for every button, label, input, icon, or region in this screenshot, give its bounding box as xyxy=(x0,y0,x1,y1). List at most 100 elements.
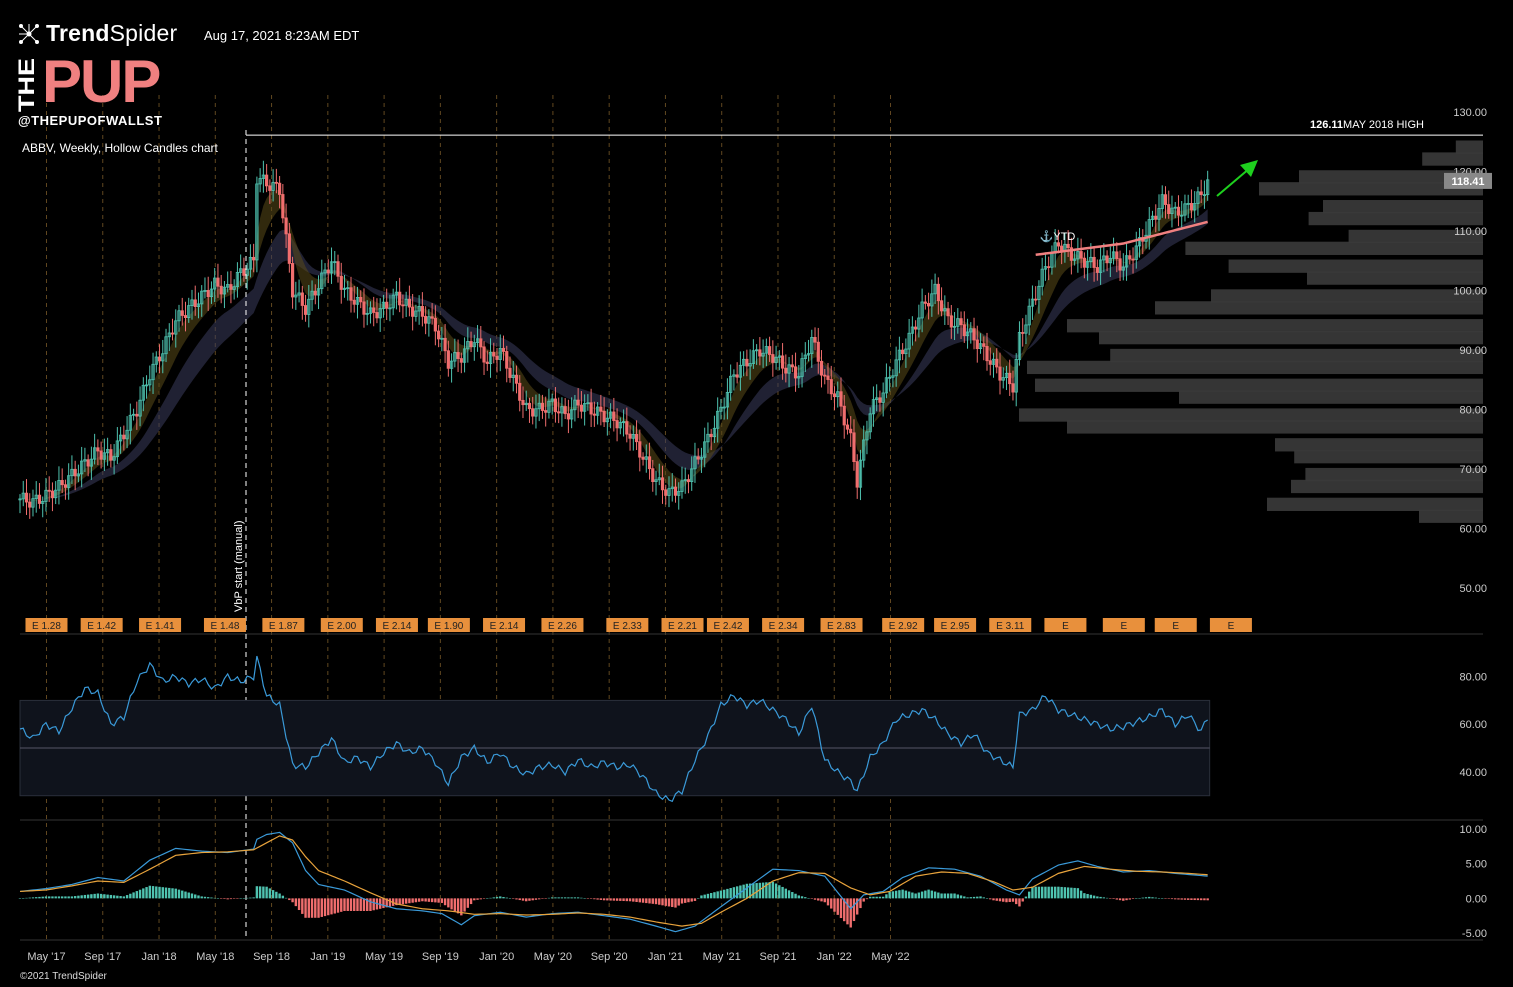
candle-body xyxy=(806,353,811,356)
macd-histogram-bar xyxy=(239,898,242,899)
macd-histogram-bar xyxy=(589,898,593,899)
macd-histogram-bar xyxy=(943,893,947,899)
macd-histogram-bar xyxy=(310,898,314,918)
candle-body xyxy=(242,268,246,276)
macd-histogram-bar xyxy=(787,890,791,899)
earnings-box xyxy=(483,618,526,632)
candle-body xyxy=(196,303,201,308)
candle-body xyxy=(819,360,824,376)
candle-body xyxy=(248,256,252,270)
macd-histogram-bar xyxy=(917,892,921,899)
macd-histogram-bar xyxy=(648,898,651,904)
last-price-badge xyxy=(1444,172,1492,189)
macd-histogram-bar xyxy=(77,895,80,899)
earnings-box xyxy=(320,618,363,632)
candle-body xyxy=(962,324,966,337)
time-tick-label: May '22 xyxy=(871,951,909,963)
macd-histogram-bar xyxy=(580,897,583,899)
time-tick-label: Sep '17 xyxy=(84,951,121,963)
candle-body xyxy=(76,473,81,477)
earnings-label: E xyxy=(1120,621,1127,632)
macd-histogram-bar xyxy=(797,895,800,899)
macd-histogram-bar xyxy=(1050,886,1054,899)
macd-histogram-bar xyxy=(22,898,25,899)
candle-body xyxy=(106,449,110,454)
candle-body xyxy=(1189,203,1194,211)
macd-histogram-bar xyxy=(116,895,119,899)
macd-histogram-bar xyxy=(1083,893,1086,899)
candle-body xyxy=(274,181,278,184)
candle-body xyxy=(553,398,558,413)
rsi-tick-label: 60.00 xyxy=(1459,719,1487,731)
candle-body xyxy=(904,348,908,355)
macd-histogram-bar xyxy=(44,896,48,899)
candle-body xyxy=(647,456,652,470)
macd-histogram-bar xyxy=(411,898,414,903)
candle-body xyxy=(154,356,158,365)
candle-body xyxy=(239,268,243,273)
macd-histogram-bar xyxy=(1099,896,1102,899)
candle-body xyxy=(433,317,437,332)
earnings-label: E 1.28 xyxy=(32,621,61,632)
candle-body xyxy=(982,343,986,347)
macd-histogram-bar xyxy=(674,898,677,908)
macd-histogram-bar xyxy=(1008,898,1011,902)
macd-histogram-bar xyxy=(1031,886,1034,899)
macd-histogram-bar xyxy=(430,898,434,903)
candle-body xyxy=(644,456,648,460)
macd-histogram-bar xyxy=(258,886,262,899)
candle-body xyxy=(131,413,136,416)
macd-histogram-bar xyxy=(638,898,641,903)
candle-body xyxy=(797,376,801,379)
macd-histogram-bar xyxy=(1037,886,1041,899)
price-tick-label: 50.00 xyxy=(1459,583,1487,595)
candle-body xyxy=(550,398,554,402)
macd-histogram-bar xyxy=(1115,898,1119,900)
candle-body xyxy=(219,285,223,295)
macd-histogram-bar xyxy=(794,893,797,899)
macd-histogram-bar xyxy=(826,898,830,906)
candle-body xyxy=(933,283,937,295)
candle-body xyxy=(703,441,707,458)
macd-pane[interactable]: 10.00 5.00 0.00 -5.00 xyxy=(18,824,1487,940)
macd-histogram-bar xyxy=(982,897,985,899)
macd-histogram-bar xyxy=(135,891,139,899)
svg-text:THE: THE xyxy=(18,58,38,112)
candle-body xyxy=(972,328,976,341)
candle-body xyxy=(761,352,765,357)
macd-histogram-bar xyxy=(57,896,61,899)
price-pane[interactable]: ⚓YTD 126.11MAY 2018 HIGH VbP start (manual… xyxy=(18,119,1483,941)
macd-histogram-bar xyxy=(291,898,294,903)
macd-histogram-bar xyxy=(859,898,862,909)
macd-histogram-bar xyxy=(103,894,106,899)
candle-body xyxy=(683,479,687,482)
price-tick-label: 90.00 xyxy=(1459,345,1487,357)
earnings-box xyxy=(203,618,246,632)
macd-histogram-bar xyxy=(515,898,518,900)
candle-body xyxy=(148,379,152,386)
candle-body xyxy=(706,433,710,443)
macd-histogram-bar xyxy=(924,890,927,899)
macd-histogram-bar xyxy=(813,898,817,900)
macd-histogram-bar xyxy=(275,891,278,899)
candle-body xyxy=(300,292,304,306)
macd-histogram-bar xyxy=(609,898,612,901)
earnings-label: E 2.83 xyxy=(827,621,856,632)
earnings-row[interactable]: E 1.28 E 1.42 E 1.41 E 1.48 E 1.87 E 2.00 E 2.… xyxy=(25,618,1252,632)
volume-profile-bar xyxy=(1067,319,1483,333)
candle-body xyxy=(1111,251,1116,259)
macd-histogram-bar xyxy=(628,898,632,902)
macd-histogram-bar xyxy=(96,893,100,899)
rsi-pane[interactable]: 80.00 60.00 40.00 xyxy=(19,655,1487,803)
candle-body xyxy=(1183,203,1187,216)
macd-histogram-bar xyxy=(181,890,184,899)
macd-histogram-bar xyxy=(969,897,972,899)
volume-profile-bar xyxy=(1027,360,1483,375)
vbp-start-label: VbP start (manual) xyxy=(233,520,245,612)
candle-body xyxy=(446,350,450,369)
candle-body xyxy=(755,349,759,352)
macd-histogram-bar xyxy=(888,891,891,899)
candle-body xyxy=(596,406,600,416)
candle-body xyxy=(60,480,64,486)
earnings-label: E xyxy=(1228,621,1235,632)
